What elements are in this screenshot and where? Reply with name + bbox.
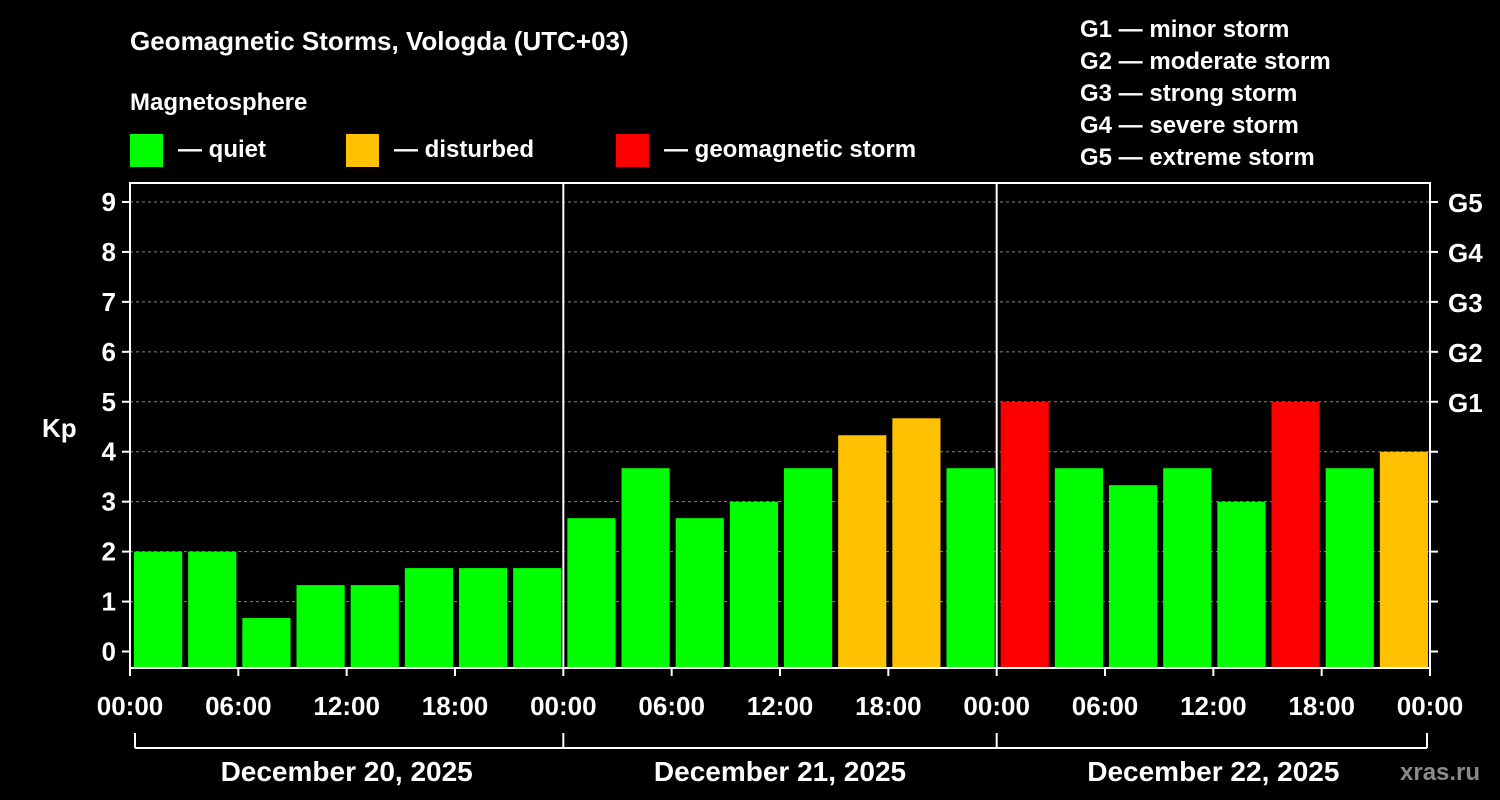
g-scale-label: G3 [1448,288,1483,318]
bar [784,468,833,668]
bar [567,518,616,668]
y-tick-label: 6 [102,337,116,367]
bar [946,468,995,668]
y-tick-label: 1 [102,587,116,617]
bar [404,568,453,668]
scale-legend: G1 — minor storm G2 — moderate storm G3 — … [1080,16,1331,171]
g-scale-label: G1 [1448,388,1483,418]
x-tick-label: 00:00 [963,691,1030,721]
day-label: December 21, 2025 [654,756,906,787]
legend-swatch-1 [346,134,379,167]
bar [1271,401,1320,668]
bar [459,568,508,668]
bar [675,518,724,668]
bar [296,585,345,668]
legend-swatch-0 [130,134,163,167]
bar [1163,468,1212,668]
y-tick-label: 7 [102,287,116,317]
scale-legend-item: G4 — severe storm [1080,112,1299,139]
y-tick-label: 4 [102,437,117,467]
legend: — quiet — disturbed — geomagnetic storm [130,134,916,167]
bar [513,568,562,668]
x-tick-label: 12:00 [747,691,814,721]
day-label: December 22, 2025 [1087,756,1339,787]
scale-legend-item: G2 — moderate storm [1080,48,1331,75]
x-tick-label: 18:00 [422,691,489,721]
plot-area: 0 1 2 3 4 5 6 7 8 9 G1 G2 G3 G4 G5 00:00 06:00 12:00 18:00… [97,182,1483,787]
x-tick-label: 12:00 [313,691,380,721]
x-tick-label: 06:00 [638,691,705,721]
bar [838,435,887,668]
legend-title: Magnetosphere [130,89,307,116]
x-tick-label: 06:00 [205,691,272,721]
bar [1325,468,1374,668]
bar [134,551,183,668]
day-label: December 20, 2025 [221,756,473,787]
bar [621,468,670,668]
y-tick-label: 8 [102,237,116,267]
x-tick-label: 00:00 [1397,691,1464,721]
legend-label-2: — geomagnetic storm [664,136,916,163]
bar [188,551,237,668]
g-scale-label: G5 [1448,188,1483,218]
bar [350,585,399,668]
x-tick-label: 06:00 [1072,691,1139,721]
scale-legend-item: G1 — minor storm [1080,16,1289,43]
bar [1054,468,1103,668]
scale-legend-item: G3 — strong storm [1080,80,1297,107]
scale-legend-item: G5 — extreme storm [1080,144,1315,171]
g-scale-label: G2 [1448,338,1483,368]
x-tick-label: 18:00 [1288,691,1355,721]
bar [892,418,941,668]
y-tick-label: 9 [102,187,116,217]
x-tick-label: 18:00 [855,691,922,721]
bar [1379,451,1428,668]
x-tick-label: 00:00 [97,691,164,721]
bar [1109,485,1158,668]
y-axis-label: Kp [42,413,77,443]
y-tick-label: 0 [102,637,116,667]
bar [1217,501,1266,668]
x-tick-label: 12:00 [1180,691,1247,721]
y-tick-label: 3 [102,487,116,517]
legend-label-0: — quiet [178,136,266,163]
g-scale-label: G4 [1448,238,1483,268]
chart-title: Geomagnetic Storms, Vologda (UTC+03) [130,26,629,56]
bar [1000,401,1049,668]
legend-label-1: — disturbed [394,136,534,163]
x-tick-label: 00:00 [530,691,597,721]
y-tick-label: 2 [102,537,116,567]
legend-swatch-2 [616,134,649,167]
y-tick-label: 5 [102,387,116,417]
watermark: xras.ru [1400,759,1480,786]
bar [729,501,778,668]
bar [242,618,291,668]
